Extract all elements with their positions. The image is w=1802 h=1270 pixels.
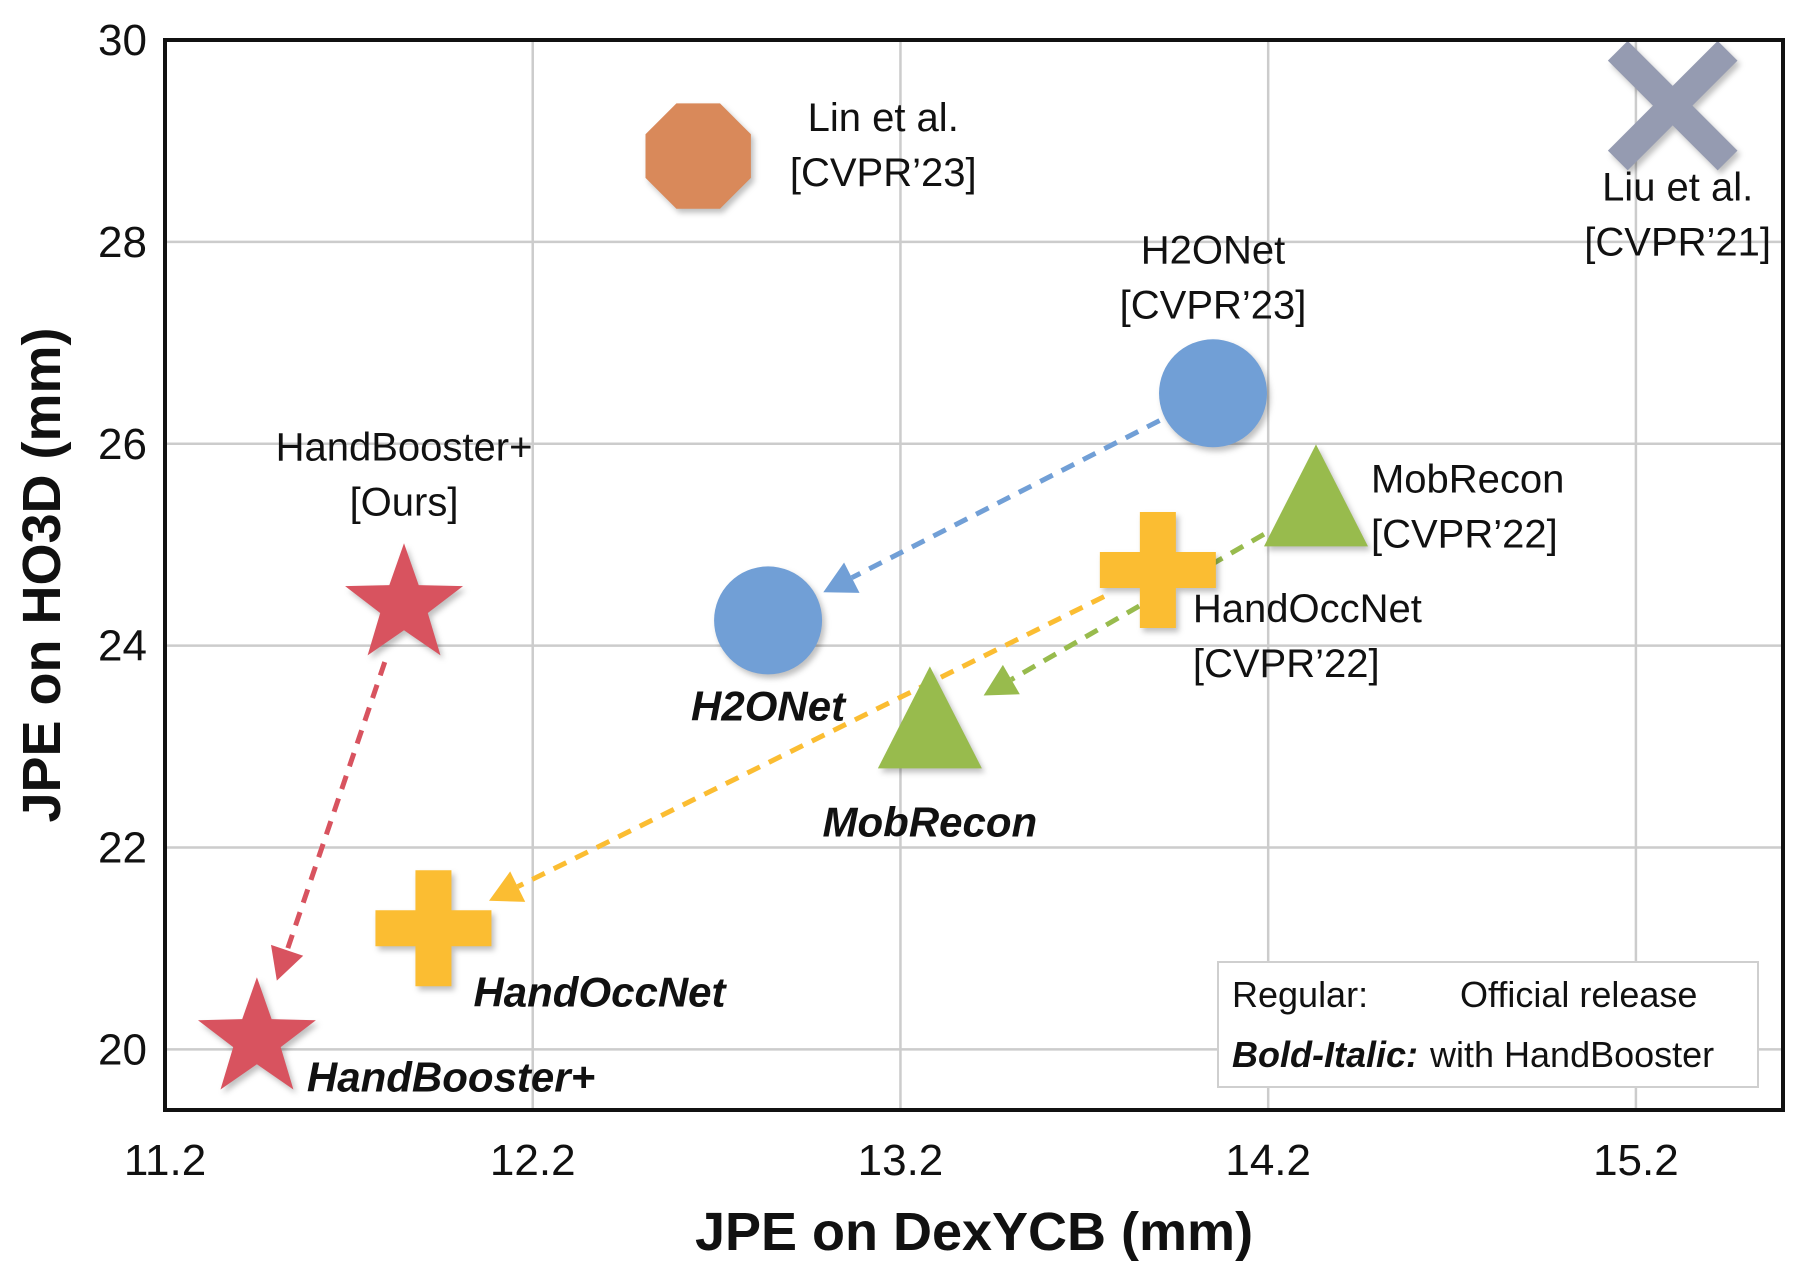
plot-frame	[163, 38, 1785, 1112]
x-tick-label: 14.2	[1225, 1136, 1311, 1185]
arrow-line-handoccnet	[516, 594, 1106, 889]
label-line: HandBooster+	[307, 1053, 595, 1100]
label-line: [CVPR’22]	[1193, 642, 1380, 686]
arrow-head-handbooster	[271, 944, 304, 981]
circle-marker-h2onet_hb	[714, 566, 823, 675]
x-tick-label: 12.2	[490, 1136, 576, 1185]
legend: Regular: Official release Bold-Italic: with…	[1217, 961, 1759, 1088]
label-h2onet_hb: H2ONet	[691, 682, 847, 729]
label-line: HandOccNet	[1193, 587, 1422, 631]
arrows-layer	[271, 418, 1266, 981]
triangle-shape	[877, 666, 982, 769]
label-line: H2ONet	[1141, 228, 1286, 272]
plus-marker-handoccnet	[1099, 511, 1216, 628]
y-tick-label: 20	[98, 1025, 147, 1074]
x-axis-title: JPE on DexYCB (mm)	[695, 1202, 1253, 1262]
circle-shape	[714, 566, 823, 675]
y-tick-label: 26	[98, 420, 147, 469]
markers-layer	[198, 40, 1738, 1090]
y-tick-label: 28	[98, 218, 147, 267]
label-line: MobRecon	[1371, 457, 1564, 501]
y-axis-title: JPE on HO3D (mm)	[12, 327, 72, 822]
arrow-line-mobrecon	[1010, 532, 1266, 682]
tick-labels: 11.2 12.2 13.2 14.2 15.2 20 22 24 26 28 30	[98, 16, 1679, 1185]
label-mobrecon_hb: MobRecon	[823, 798, 1038, 845]
arrow-head-handoccnet	[489, 871, 526, 902]
label-line: HandOccNet	[473, 968, 727, 1015]
y-tick-label: 22	[98, 824, 147, 873]
triangle-marker-mobrecon	[1263, 444, 1368, 547]
x-tick-label: 13.2	[858, 1136, 944, 1185]
label-line: H2ONet	[691, 682, 847, 729]
label-line: HandBooster+	[276, 425, 533, 469]
label-liu: Liu et al. [CVPR’21]	[1584, 166, 1771, 265]
arrow-head-mobrecon	[983, 664, 1020, 696]
label-h2onet: H2ONet [CVPR’23]	[1120, 228, 1307, 327]
x-marker-liu	[1607, 40, 1738, 171]
triangle-marker-mobrecon_hb	[877, 666, 982, 769]
label-handbooster_hb: HandBooster+	[307, 1053, 595, 1100]
label-line: [CVPR’23]	[1120, 283, 1307, 327]
legend-value: with HandBooster	[1429, 1034, 1714, 1075]
label-line: [Ours]	[350, 480, 459, 524]
octagon-marker-lin	[645, 103, 751, 209]
x-tick-label: 15.2	[1593, 1136, 1679, 1185]
legend-value: Official release	[1460, 974, 1697, 1015]
triangle-shape	[1263, 444, 1368, 547]
label-mobrecon: MobRecon [CVPR’22]	[1371, 457, 1564, 556]
plus-shape	[1099, 511, 1216, 628]
legend-key: Bold-Italic:	[1232, 1034, 1418, 1075]
label-handoccnet: HandOccNet [CVPR’22]	[1193, 587, 1422, 686]
x-stroke-b	[1607, 40, 1738, 171]
label-line: [CVPR’21]	[1584, 221, 1771, 265]
label-line: Liu et al.	[1602, 166, 1753, 210]
arrow-line-h2onet	[850, 418, 1161, 580]
label-line: [CVPR’22]	[1371, 512, 1558, 556]
label-lin: Lin et al. [CVPR’23]	[790, 96, 977, 195]
star-marker-handbooster_hb	[198, 977, 316, 1090]
y-tick-label: 30	[98, 16, 147, 65]
legend-box	[1217, 961, 1759, 1088]
octagon-shape	[645, 103, 751, 209]
plus-marker-handoccnet_hb	[375, 870, 492, 987]
star-marker-handbooster	[345, 543, 463, 656]
label-line: MobRecon	[823, 798, 1038, 845]
label-handbooster: HandBooster+ [Ours]	[276, 425, 533, 524]
arrow-line-handbooster	[284, 661, 388, 952]
star-shape	[198, 977, 316, 1090]
x-tick-label: 11.2	[124, 1136, 206, 1185]
legend-colon: :	[1406, 1034, 1418, 1075]
legend-key: Regular:	[1232, 974, 1368, 1015]
circle-marker-h2onet	[1159, 339, 1268, 448]
y-tick-label: 24	[98, 622, 147, 671]
label-line: [CVPR’23]	[790, 151, 977, 195]
labels-layer: Lin et al. [CVPR’23] Liu et al. [CVPR’21] H2…	[276, 96, 1771, 1100]
label-handoccnet_hb: HandOccNet	[473, 968, 727, 1015]
label-line: Lin et al.	[808, 96, 959, 140]
arrow-head-h2onet	[823, 562, 860, 593]
circle-shape	[1159, 339, 1268, 448]
star-shape	[345, 543, 463, 656]
plus-shape	[375, 870, 492, 987]
